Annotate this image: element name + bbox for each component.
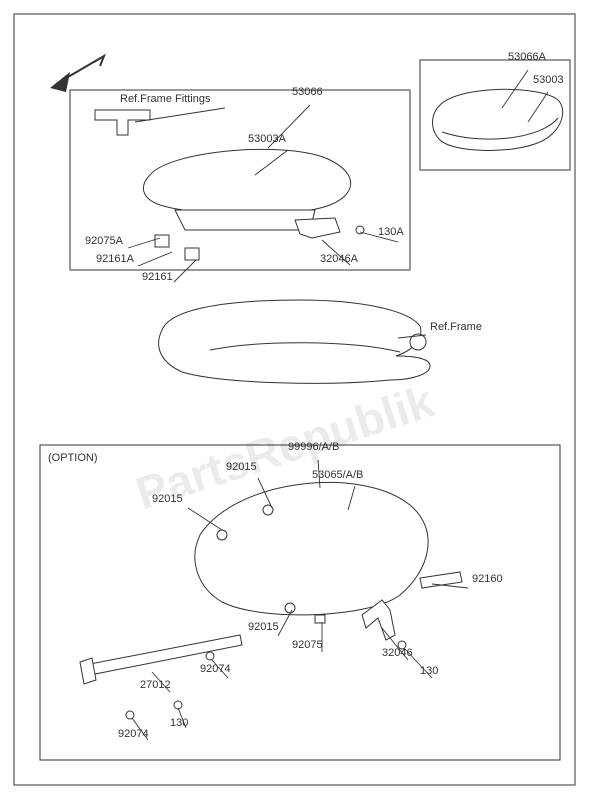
label-53066A: 53066A — [508, 51, 547, 63]
shape-hook_end — [80, 658, 96, 684]
shape-stud1 — [155, 235, 169, 247]
shape-bolt_b — [126, 711, 134, 719]
shape-subframe — [159, 300, 430, 383]
shape-seat_main — [143, 149, 350, 214]
label-53003A: 53003A — [248, 133, 287, 145]
label-92015-3: 92015 — [248, 621, 279, 633]
label-92015-2: 92015 — [152, 493, 183, 505]
label-92161: 92161 — [142, 271, 173, 283]
label-53003: 53003 — [533, 74, 564, 86]
shape-cowl — [195, 482, 428, 614]
shape-bolt_a — [174, 701, 182, 709]
shape-bolt_c — [206, 652, 214, 660]
group-label-option: (OPTION) — [48, 452, 98, 464]
label-92075: 92075 — [292, 639, 323, 651]
shape-seat_underside — [175, 210, 315, 230]
leader-9 — [174, 260, 196, 282]
leader-8 — [138, 252, 172, 266]
label-53066: 53066 — [292, 86, 323, 98]
label-92015-1: 92015 — [226, 461, 257, 473]
shape-cowl_hole2 — [217, 530, 227, 540]
diagram-stage: (OPTION) Ref.Frame Fittings 53066 53003A 530… — [0, 0, 589, 799]
label-99996AB: 99996/A/B — [288, 441, 339, 453]
label-32046A: 32046A — [320, 253, 359, 265]
label-92074-1: 92074 — [200, 663, 231, 675]
shape-nut_a — [315, 615, 325, 623]
label-ref-frame: Ref.Frame — [430, 321, 482, 333]
label-130-a: 130 — [420, 665, 438, 677]
label-92160: 92160 — [472, 573, 503, 585]
label-92074-2: 92074 — [118, 728, 149, 740]
shape-cowl_bolt — [285, 603, 295, 613]
label-27012: 27012 — [140, 679, 171, 691]
shape-stud2 — [185, 248, 199, 260]
label-130-b: 130 — [170, 717, 188, 729]
shape-tab_92160 — [420, 572, 462, 588]
label-32046: 32046 — [382, 647, 413, 659]
label-53065AB: 53065/A/B — [312, 469, 363, 481]
label-130A: 130A — [378, 226, 404, 238]
label-ref-frame-fittings: Ref.Frame Fittings — [120, 93, 211, 105]
shape-t_bracket — [95, 110, 150, 135]
label-92161A: 92161A — [96, 253, 135, 265]
label-92075A: 92075A — [85, 235, 124, 247]
shape-latch_bracket — [295, 218, 340, 238]
